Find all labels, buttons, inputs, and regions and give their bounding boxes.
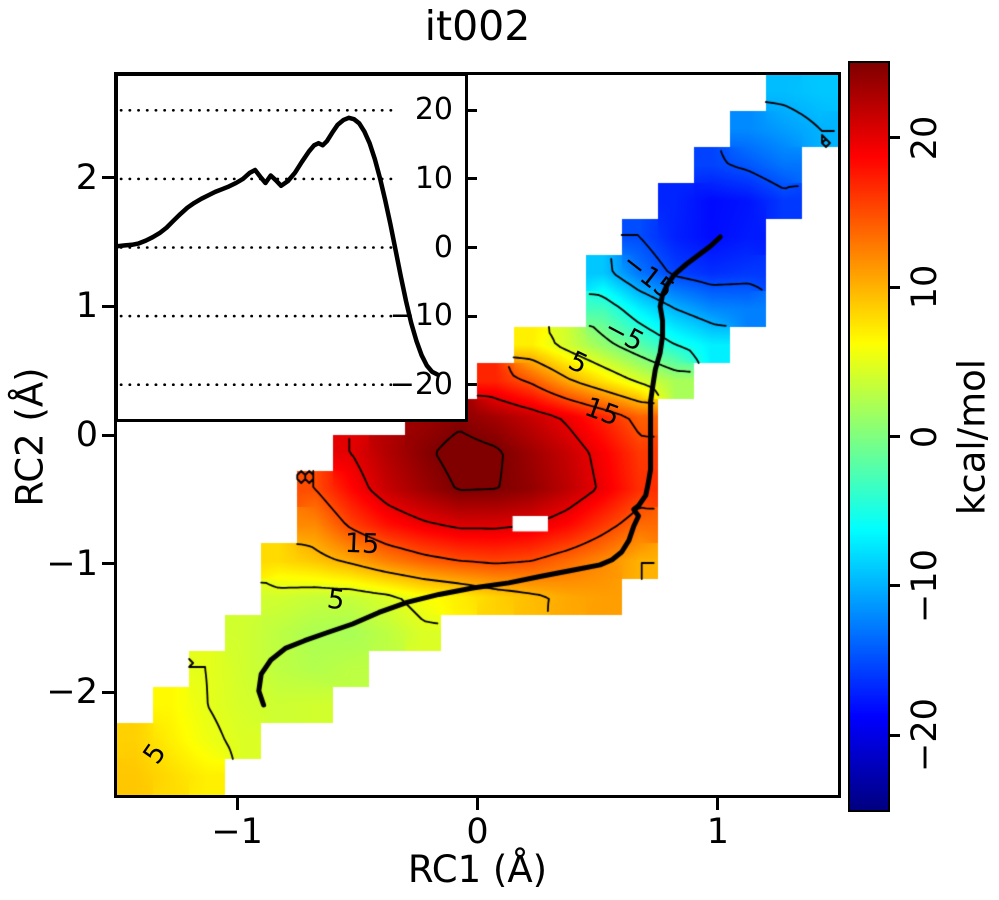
inset-tick-label: 20: [414, 92, 453, 128]
x-axis-tick: [716, 798, 720, 810]
y-axis-tick: [102, 176, 114, 180]
colorbar-tick: [890, 435, 900, 438]
colorbar-tick: [890, 584, 900, 588]
inset-profile-svg: [118, 108, 440, 387]
inset-tick-label: 10: [414, 160, 453, 196]
y-axis-tick-label: −2: [46, 672, 98, 713]
inset-tick-label: −10: [389, 298, 453, 334]
x-axis-tick-label: 1: [706, 812, 729, 852]
colorbar-tick-label: 20: [905, 115, 945, 160]
inset-plot: 20 10 0 −10 −20: [115, 73, 468, 422]
colorbar-tick: [890, 733, 900, 737]
plot-title: it002: [424, 2, 531, 50]
inset-tick-label: −20: [389, 366, 453, 402]
colorbar-canvas: [850, 63, 888, 810]
x-axis-tick: [235, 798, 239, 810]
colorbar-tick-label: −20: [905, 698, 945, 773]
y-axis-tick-label: −1: [46, 543, 98, 584]
y-axis-tick-label: 2: [75, 157, 98, 198]
contour-label: 15: [344, 528, 380, 561]
colorbar-tick: [890, 136, 900, 140]
y-axis-tick: [102, 433, 114, 437]
y-axis-tick: [102, 690, 114, 694]
inset-tick: [468, 108, 477, 112]
colorbar-label: kcal/mol: [950, 358, 994, 516]
y-axis-tick-label: 0: [75, 415, 98, 455]
colorbar-tick: [890, 285, 900, 289]
inset-tick: [468, 177, 477, 181]
inset-tick-label: 0: [433, 229, 453, 265]
x-axis-label: RC1 (Å): [407, 848, 548, 891]
colorbar-tick-label: −10: [905, 548, 945, 623]
inset-tick: [468, 383, 477, 387]
colorbar-tick-label: 10: [905, 264, 945, 310]
inset-tick: [468, 314, 477, 318]
inset-profile-curve: [118, 115, 440, 377]
inset-tick: [468, 246, 477, 249]
colorbar: [848, 61, 890, 812]
y-axis-tick: [102, 562, 114, 566]
x-axis-tick-label: 0: [466, 812, 489, 852]
x-axis-tick: [476, 798, 479, 810]
y-axis-tick-label: 1: [75, 286, 98, 327]
y-axis-tick: [102, 304, 114, 308]
contour-label: 5: [325, 583, 347, 617]
colorbar-tick-label: 0: [905, 425, 945, 448]
x-axis-tick-label: −1: [211, 812, 263, 852]
